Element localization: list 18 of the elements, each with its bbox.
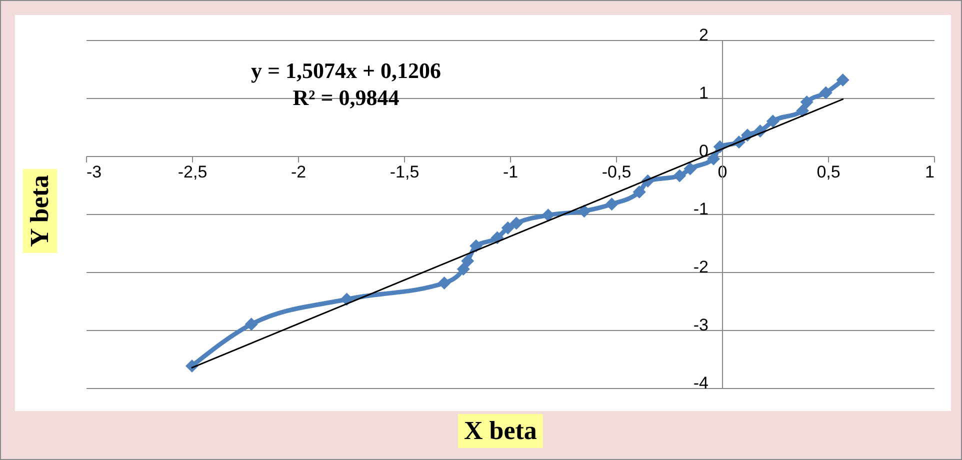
y-tick-label: -4 bbox=[693, 374, 708, 392]
x-tick-label: -3 bbox=[86, 162, 102, 182]
y-tick-label: 1 bbox=[699, 84, 708, 102]
y-axis-title: Y beta bbox=[23, 169, 57, 253]
x-tick-label: -2 bbox=[290, 162, 306, 182]
annotation: R² = 0,9844 bbox=[292, 85, 400, 110]
y-tick-label: -2 bbox=[693, 258, 708, 276]
x-tick-label: -2,5 bbox=[178, 162, 208, 182]
x-axis-title: X beta bbox=[458, 414, 543, 448]
y-tick-label: -3 bbox=[693, 316, 708, 334]
y-tick-label: 2 bbox=[699, 26, 708, 44]
y-tick-label: -1 bbox=[693, 200, 708, 218]
annotation: y = 1,5074x + 0,1206 bbox=[250, 58, 442, 83]
x-tick-label: -1,5 bbox=[390, 162, 420, 182]
x-tick-label: -1 bbox=[502, 162, 518, 182]
x-tick-label: 0,5 bbox=[816, 162, 840, 182]
x-tick-label: 1 bbox=[925, 162, 934, 182]
x-tick-label: -0,5 bbox=[602, 162, 632, 182]
